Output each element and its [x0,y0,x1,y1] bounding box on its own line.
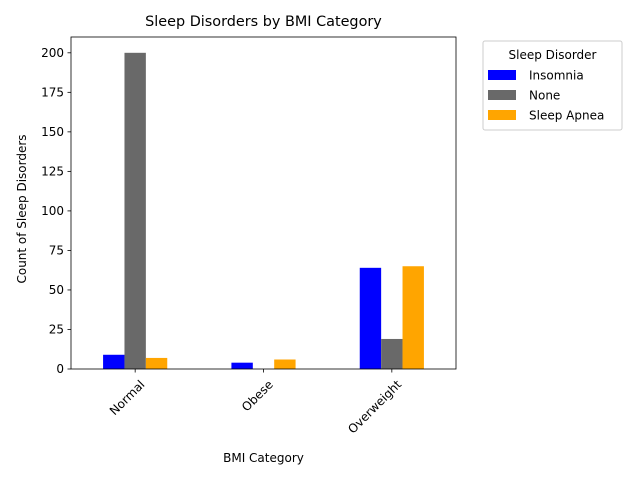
legend-swatch-none [488,90,516,100]
x-tick-label-normal: Normal [107,377,148,418]
bar-sleep-apnea-normal [145,357,168,369]
bars-layer [103,52,424,370]
y-tick-label: 25 [49,322,64,336]
bar-none-overweight [381,338,403,369]
y-tick-label: 75 [49,243,64,257]
y-tick-label: 175 [41,85,64,99]
legend-swatch-insomnia [488,70,516,80]
chart-title: Sleep Disorders by BMI Category [145,14,382,30]
legend-label-insomnia: Insomnia [529,69,584,83]
y-tick-label: 200 [41,46,64,60]
bar-none-normal [124,52,146,370]
x-tick-label-overweight: Overweight [345,377,404,436]
legend-title: Sleep Disorder [509,48,597,62]
x-axis-label: BMI Category [223,451,304,465]
ticks-layer: 0 25 50 75 100 125 150 175 200 Normal Obese Overwei… [41,46,404,437]
legend-label-sleep-apnea: Sleep Apnea [529,109,604,123]
legend: Sleep Disorder Insomnia None Sleep Apnea [482,40,623,131]
y-tick-label: 100 [41,204,64,218]
legend-frame [482,40,623,131]
legend-swatch-sleep-apnea [488,110,516,120]
bar-insomnia-normal [103,354,125,369]
bar-insomnia-obese [231,362,253,369]
y-tick-label: 150 [41,125,64,139]
bar-sleep-apnea-obese [274,359,296,369]
y-tick-label: 0 [56,362,64,376]
legend-items: Insomnia None Sleep Apnea [488,69,604,123]
bar-sleep-apnea-overweight [402,266,424,369]
bar-insomnia-overweight [359,267,382,369]
y-tick-label: 50 [49,283,64,297]
legend-label-none: None [529,89,560,103]
x-tick-label-obese: Obese [239,377,276,414]
y-tick-label: 125 [41,164,64,178]
y-axis-label: Count of Sleep Disorders [15,134,29,283]
